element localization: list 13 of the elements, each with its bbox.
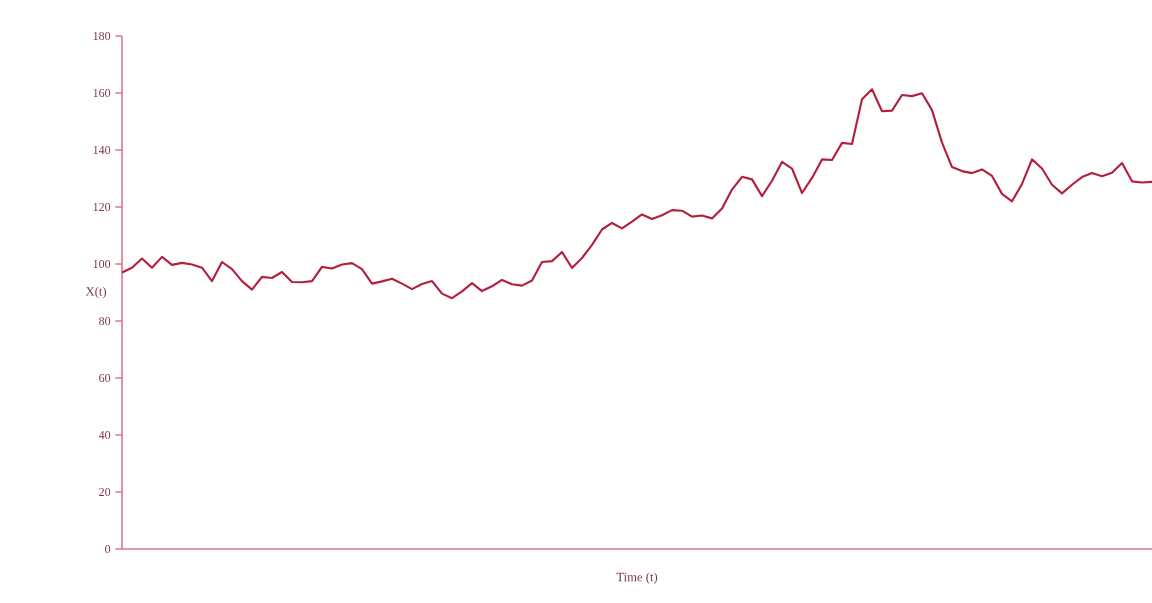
line-series (120, 88, 1152, 300)
y-tick-label: 80 (99, 316, 111, 326)
y-tick-label: 100 (93, 259, 111, 269)
y-tick-label: 40 (98, 430, 111, 440)
y-tick-label: 20 (99, 487, 111, 497)
y-tick-label: 120 (93, 202, 111, 212)
y-tick-label: 0 (105, 544, 111, 554)
y-tick-label: 180 (93, 31, 111, 41)
y-tick-label: 60 (99, 373, 111, 383)
y-tick-label: 160 (93, 88, 111, 98)
y-tick-label: 140 (93, 145, 111, 155)
y-axis-title: X(t) (85, 286, 107, 299)
x-axis-title: Time (t) (616, 572, 658, 584)
